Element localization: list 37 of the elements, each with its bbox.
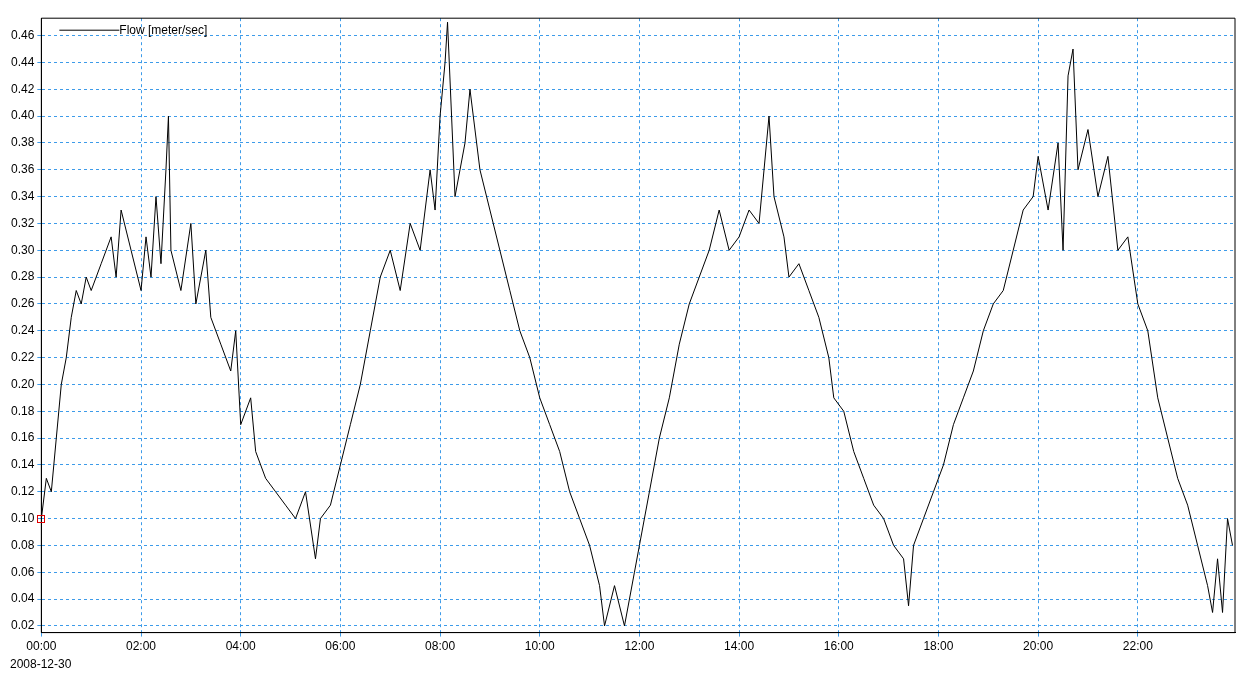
x-tick-label: 06:00 [325,639,356,654]
y-tick-label: 0.18 [11,403,35,418]
y-tick-label: 0.16 [11,430,35,445]
y-tick-label: 0.30 [11,242,35,257]
y-tick-label: 0.42 [11,81,35,96]
x-tick-label: 10:00 [524,639,556,654]
y-tick-label: 0.08 [11,537,35,552]
y-tick-label: 0.02 [11,618,35,633]
y-tick-label: 0.40 [11,108,35,123]
x-tick-label: 02:00 [126,639,157,654]
y-tick-label: 0.06 [11,564,35,579]
x-tick-label: 16:00 [823,639,855,654]
x-tick-label: 18:00 [923,639,954,654]
y-tick-label: 0.44 [11,54,35,69]
y-tick-label: 0.32 [11,215,35,230]
y-tick-label: 0.36 [11,162,35,177]
x-tick-label: 04:00 [225,639,257,654]
y-tick-label: 0.04 [11,591,35,606]
x-tick-label: 08:00 [425,639,456,654]
y-tick-label: 0.12 [11,484,35,499]
x-tick-label: 14:00 [724,639,755,654]
x-tick-label: 22:00 [1122,639,1154,654]
y-tick-label: 0.10 [11,510,35,525]
y-tick-label: 0.38 [11,135,35,150]
y-tick-label: 0.26 [11,296,35,311]
y-tick-label: 0.22 [11,349,35,364]
y-tick-label: 0.20 [11,376,35,391]
x-tick-label: 00:00 [26,639,57,654]
x-tick-label: 20:00 [1023,639,1054,654]
text: 2008-12-30 [10,657,72,672]
y-tick-label: 0.34 [11,188,35,203]
y-tick-label: 0.46 [11,27,35,42]
legend-label: Flow [meter/sec] [119,22,208,37]
y-tick-label: 0.14 [11,457,35,472]
y-tick-label: 0.28 [11,269,35,284]
x-tick-label: 12:00 [624,639,655,654]
y-tick-label: 0.24 [11,323,35,338]
